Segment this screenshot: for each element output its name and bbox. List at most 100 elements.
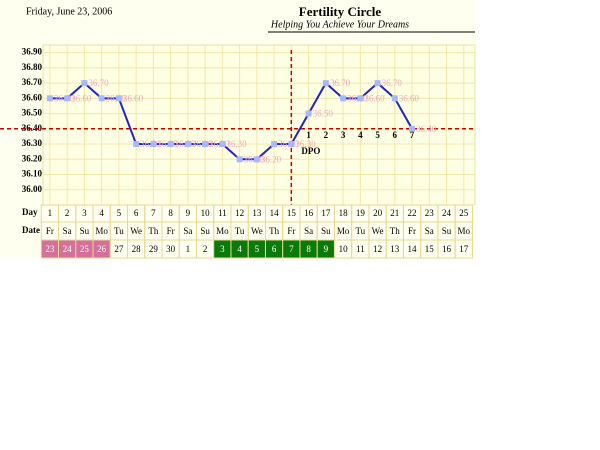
value-label: 36.20 xyxy=(261,154,282,164)
weekday: Fr xyxy=(408,226,416,236)
temperature-point xyxy=(253,156,260,163)
temperature-point xyxy=(288,141,295,148)
day-number: 6 xyxy=(134,208,139,218)
temperature-point xyxy=(184,141,191,148)
day-number: 22 xyxy=(408,208,417,218)
day-number: 10 xyxy=(201,208,211,218)
weekday: Sa xyxy=(425,226,434,236)
temperature-point xyxy=(64,95,71,102)
value-label: 36.30 xyxy=(295,139,316,149)
value-label: 36.30 xyxy=(226,139,247,149)
weekday: Tu xyxy=(355,226,365,236)
dpo-number: 6 xyxy=(393,130,398,140)
weekday: We xyxy=(251,226,263,236)
date-number: 6 xyxy=(272,244,277,254)
y-tick-label: 36.00 xyxy=(22,184,43,194)
date-number: 3 xyxy=(220,244,225,254)
value-label: 36.70 xyxy=(88,78,109,88)
weekday: We xyxy=(130,226,142,236)
date-number: 25 xyxy=(80,244,90,254)
temperature-point xyxy=(219,141,226,148)
date-number: 14 xyxy=(408,244,418,254)
value-label: 36.70 xyxy=(382,78,403,88)
value-label: 36.70 xyxy=(330,78,351,88)
day-number: 17 xyxy=(321,208,331,218)
date-number: 16 xyxy=(442,244,452,254)
y-tick-label: 36.30 xyxy=(22,138,43,148)
date: Friday, June 23, 2006 xyxy=(26,6,112,17)
dpo-number: 7 xyxy=(410,130,415,140)
temperature-point xyxy=(236,156,243,163)
day-number: 13 xyxy=(252,208,262,218)
dpo-number: 3 xyxy=(341,130,346,140)
temperature-point xyxy=(46,95,53,102)
value-label: 36.50 xyxy=(313,109,334,119)
day-number: 25 xyxy=(459,208,469,218)
date-number: 24 xyxy=(63,244,73,254)
dpo-number: 5 xyxy=(375,130,380,140)
date-number: 10 xyxy=(339,244,349,254)
date-number: 2 xyxy=(203,244,208,254)
date-number: 11 xyxy=(356,244,365,254)
temperature-point xyxy=(340,95,347,102)
weekday: Mo xyxy=(216,226,229,236)
temperature-point xyxy=(305,110,312,117)
day-number: 7 xyxy=(151,208,156,218)
date-number: 17 xyxy=(459,244,469,254)
y-tick-label: 36.80 xyxy=(22,62,43,72)
temperature-line xyxy=(49,81,413,161)
date-number: 4 xyxy=(237,244,242,254)
day-number: 5 xyxy=(117,208,122,218)
weekday: Mo xyxy=(458,226,471,236)
weekday: Su xyxy=(321,226,331,236)
y-tick-label: 36.10 xyxy=(22,169,43,179)
day-number: 20 xyxy=(373,208,383,218)
date-number: 12 xyxy=(373,244,382,254)
weekday: Fr xyxy=(167,226,175,236)
y-tick-label: 36.50 xyxy=(22,108,43,118)
dpo-number: 2 xyxy=(324,130,329,140)
day-number: 24 xyxy=(442,208,452,218)
day-number: 14 xyxy=(270,208,280,218)
date-number: 7 xyxy=(289,244,294,254)
weekday: Su xyxy=(442,226,452,236)
value-label: 36.60 xyxy=(399,93,420,103)
dpo-number: 4 xyxy=(358,130,363,140)
weekday: Sa xyxy=(183,226,192,236)
value-label: 36.40 xyxy=(416,124,437,134)
day-number: 8 xyxy=(168,208,173,218)
day-number: 9 xyxy=(186,208,191,218)
day-number: 4 xyxy=(99,208,104,218)
y-tick-label: 36.20 xyxy=(22,153,43,163)
temperature-point xyxy=(150,141,157,148)
value-label: 36.60 xyxy=(364,93,385,103)
weekday: Su xyxy=(200,226,210,236)
day-number: 16 xyxy=(304,208,314,218)
weekday: Tu xyxy=(235,226,245,236)
temperature-point xyxy=(81,80,88,87)
date-number: 5 xyxy=(255,244,260,254)
weekday: We xyxy=(372,226,384,236)
date-number: 23 xyxy=(45,244,55,254)
weekday: Mo xyxy=(337,226,350,236)
row-label: Day xyxy=(22,207,38,217)
weekday: Mo xyxy=(95,226,108,236)
weekday: Th xyxy=(269,226,279,236)
temperature-point xyxy=(98,95,105,102)
day-number: 19 xyxy=(356,208,366,218)
date-number: 26 xyxy=(97,244,107,254)
temperature-point xyxy=(322,80,329,87)
date-number: 1 xyxy=(186,244,191,254)
date-number: 8 xyxy=(306,244,311,254)
temperature-point xyxy=(133,141,140,148)
value-label: 36.60 xyxy=(71,93,92,103)
dpo-label: DPO xyxy=(301,146,320,156)
day-number: 15 xyxy=(287,208,297,218)
y-tick-label: 36.90 xyxy=(22,47,43,57)
weekday: Sa xyxy=(304,226,313,236)
dpo-number: 1 xyxy=(306,130,311,140)
day-number: 1 xyxy=(48,208,53,218)
day-number: 11 xyxy=(218,208,227,218)
weekday: Tu xyxy=(114,226,124,236)
